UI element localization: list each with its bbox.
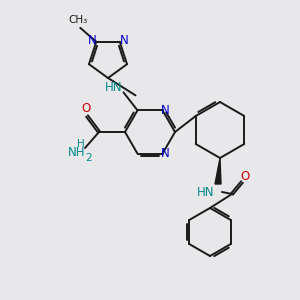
Text: N: N bbox=[161, 104, 170, 117]
Text: O: O bbox=[240, 169, 250, 182]
Text: 2: 2 bbox=[86, 153, 92, 163]
Text: H: H bbox=[77, 139, 85, 149]
Text: N: N bbox=[161, 147, 170, 160]
Text: N: N bbox=[88, 34, 97, 47]
Text: O: O bbox=[81, 103, 91, 116]
Text: CH₃: CH₃ bbox=[69, 15, 88, 25]
Text: HN: HN bbox=[105, 81, 122, 94]
Text: HN: HN bbox=[197, 185, 215, 199]
Text: N: N bbox=[119, 34, 128, 47]
Polygon shape bbox=[215, 158, 221, 184]
Text: NH: NH bbox=[68, 146, 86, 160]
